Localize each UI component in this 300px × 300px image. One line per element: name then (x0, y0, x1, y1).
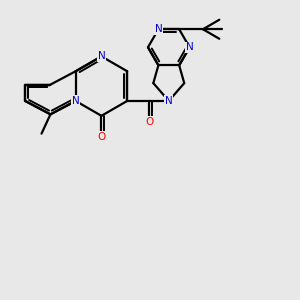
Text: N: N (165, 96, 173, 106)
Text: O: O (145, 117, 154, 127)
Text: O: O (97, 132, 106, 142)
Text: N: N (186, 42, 194, 52)
Text: N: N (154, 24, 162, 34)
Text: N: N (72, 96, 80, 106)
Text: N: N (98, 51, 105, 62)
